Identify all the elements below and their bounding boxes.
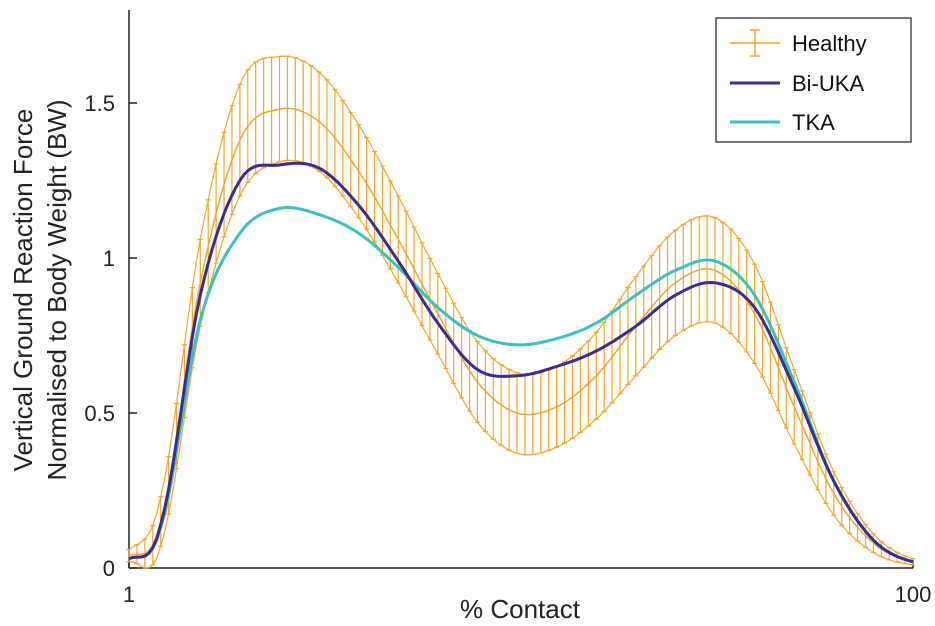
x-tick-label: 100 [895,582,932,607]
y-axis-title-line-1: Vertical Ground Reaction Force [8,109,38,472]
y-ticks: 0 0.5 1 1.5 [84,91,137,581]
x-ticks: 1 100 [123,560,931,607]
legend-item-bi-uka: Bi-UKA [730,71,864,96]
x-axis-title: % Contact [460,594,581,624]
y-axis-title-line-2: Normalised to Body Weight (BW) [42,100,72,481]
healthy-mean-line [128,107,914,563]
x-tick-label: 1 [123,582,135,607]
y-tick-label: 0.5 [84,401,115,426]
y-tick-label: 0 [103,556,115,581]
legend: Healthy Bi-UKA TKA [715,17,912,143]
bi-uka-line [128,161,914,564]
legend-label-bi-uka: Bi-UKA [792,71,864,96]
healthy-upper-bound-line [128,55,914,560]
tka-line [128,205,914,564]
series-lines [128,55,914,569]
legend-item-healthy: Healthy [730,29,867,57]
healthy-lower-bound-line [128,159,914,569]
legend-item-tka: TKA [730,110,835,135]
y-tick-label: 1 [103,246,115,271]
y-tick-label: 1.5 [84,91,115,116]
legend-label-healthy: Healthy [792,31,867,56]
legend-label-tka: TKA [792,110,835,135]
